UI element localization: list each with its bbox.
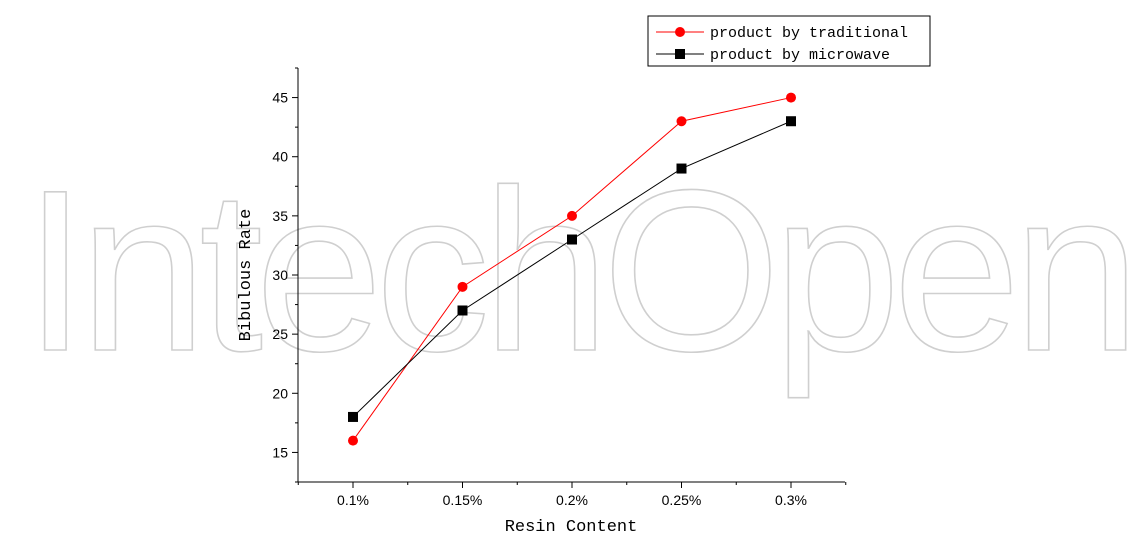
y-tick-label: 20 [272, 385, 288, 401]
y-tick-label: 30 [272, 267, 288, 283]
y-tick-label: 40 [272, 149, 288, 165]
legend-marker [675, 27, 685, 37]
x-tick-label: 0.2% [556, 492, 588, 508]
data-point [786, 116, 796, 127]
legend-label: product by microwave [710, 47, 890, 64]
x-tick-label: 0.1% [337, 492, 369, 508]
data-point [457, 305, 468, 316]
y-axis-ticks: 15 20 25 30 35 40 45 [272, 67, 298, 483]
data-point [676, 163, 687, 174]
y-tick-label: 35 [272, 208, 288, 224]
x-axis-ticks: 0.1% 0.15% 0.2% 0.25% 0.3% [297, 482, 847, 508]
data-point [786, 92, 796, 103]
x-tick-label: 0.15% [443, 492, 483, 508]
data-point [676, 116, 687, 127]
y-axis-title: Bibulous Rate [237, 209, 256, 342]
x-tick-label: 0.25% [662, 492, 702, 508]
legend-box [647, 15, 931, 67]
data-point [457, 281, 468, 292]
legend-items: product by traditional product by microwa… [656, 25, 908, 64]
data-point [567, 210, 577, 221]
y-tick-label: 25 [272, 326, 288, 342]
series-layer [348, 92, 796, 446]
data-point [348, 435, 358, 446]
y-tick-label: 45 [272, 90, 288, 106]
x-tick-label: 0.3% [775, 492, 807, 508]
series-microwave [348, 116, 796, 422]
x-axis-title: Resin Content [505, 518, 638, 537]
legend-label: product by traditional [710, 25, 908, 42]
series-traditional [348, 92, 796, 446]
watermark-logo: IntechOpen [23, 142, 1132, 399]
data-point [348, 411, 358, 422]
legend-marker [675, 49, 685, 59]
y-tick-label: 15 [272, 444, 288, 460]
data-point [567, 234, 577, 245]
legend: product by traditional product by microwa… [647, 15, 931, 67]
